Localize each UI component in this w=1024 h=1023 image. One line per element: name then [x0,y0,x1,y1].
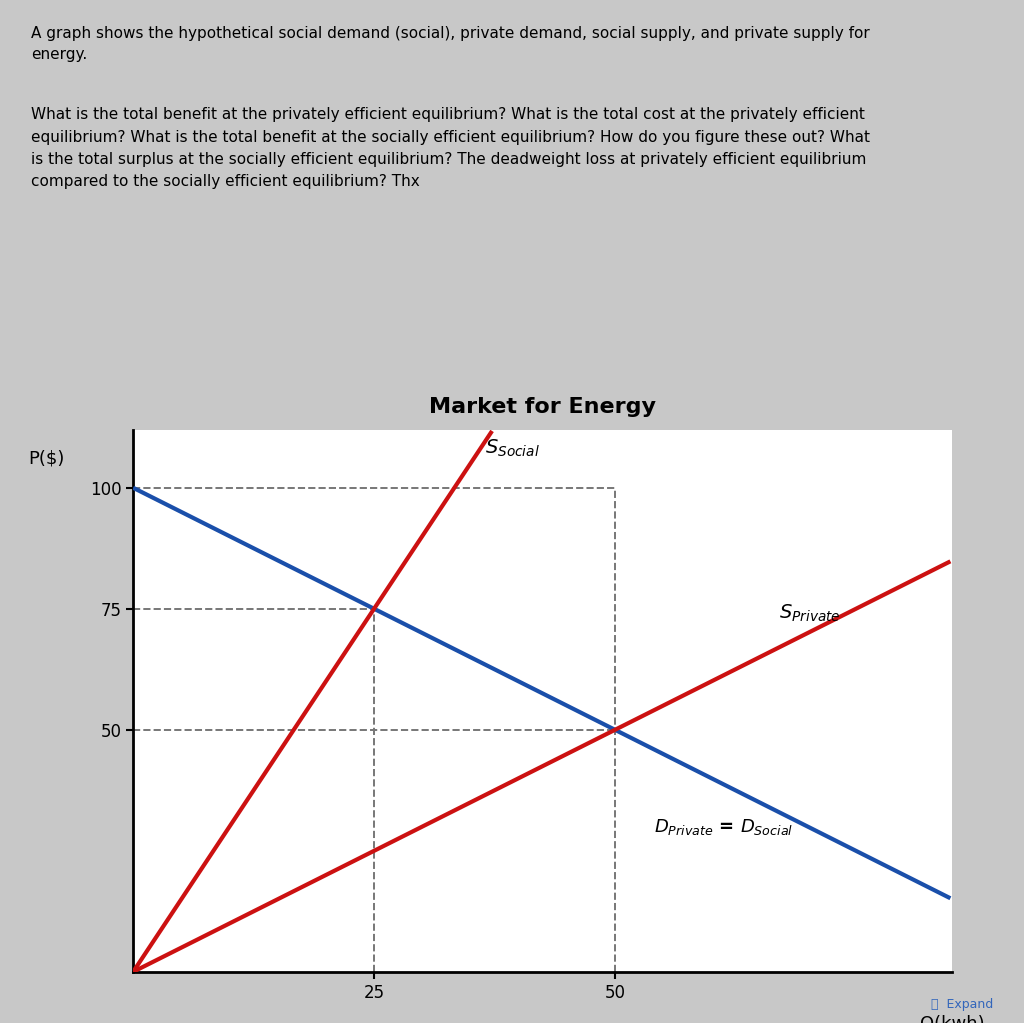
Text: ⤢  Expand: ⤢ Expand [931,997,993,1011]
Text: $S_{Private}$: $S_{Private}$ [779,603,841,624]
Title: Market for Energy: Market for Energy [429,397,656,417]
Text: P($): P($) [29,449,65,468]
Text: $S_{Social}$: $S_{Social}$ [485,438,540,458]
Text: $D_{Private}$ = $D_{Social}$: $D_{Private}$ = $D_{Social}$ [653,816,793,837]
X-axis label: Q(kwh): Q(kwh) [920,1015,985,1023]
Text: What is the total benefit at the privately efficient equilibrium? What is the to: What is the total benefit at the private… [31,107,869,189]
Text: A graph shows the hypothetical social demand (social), private demand, social su: A graph shows the hypothetical social de… [31,26,869,61]
